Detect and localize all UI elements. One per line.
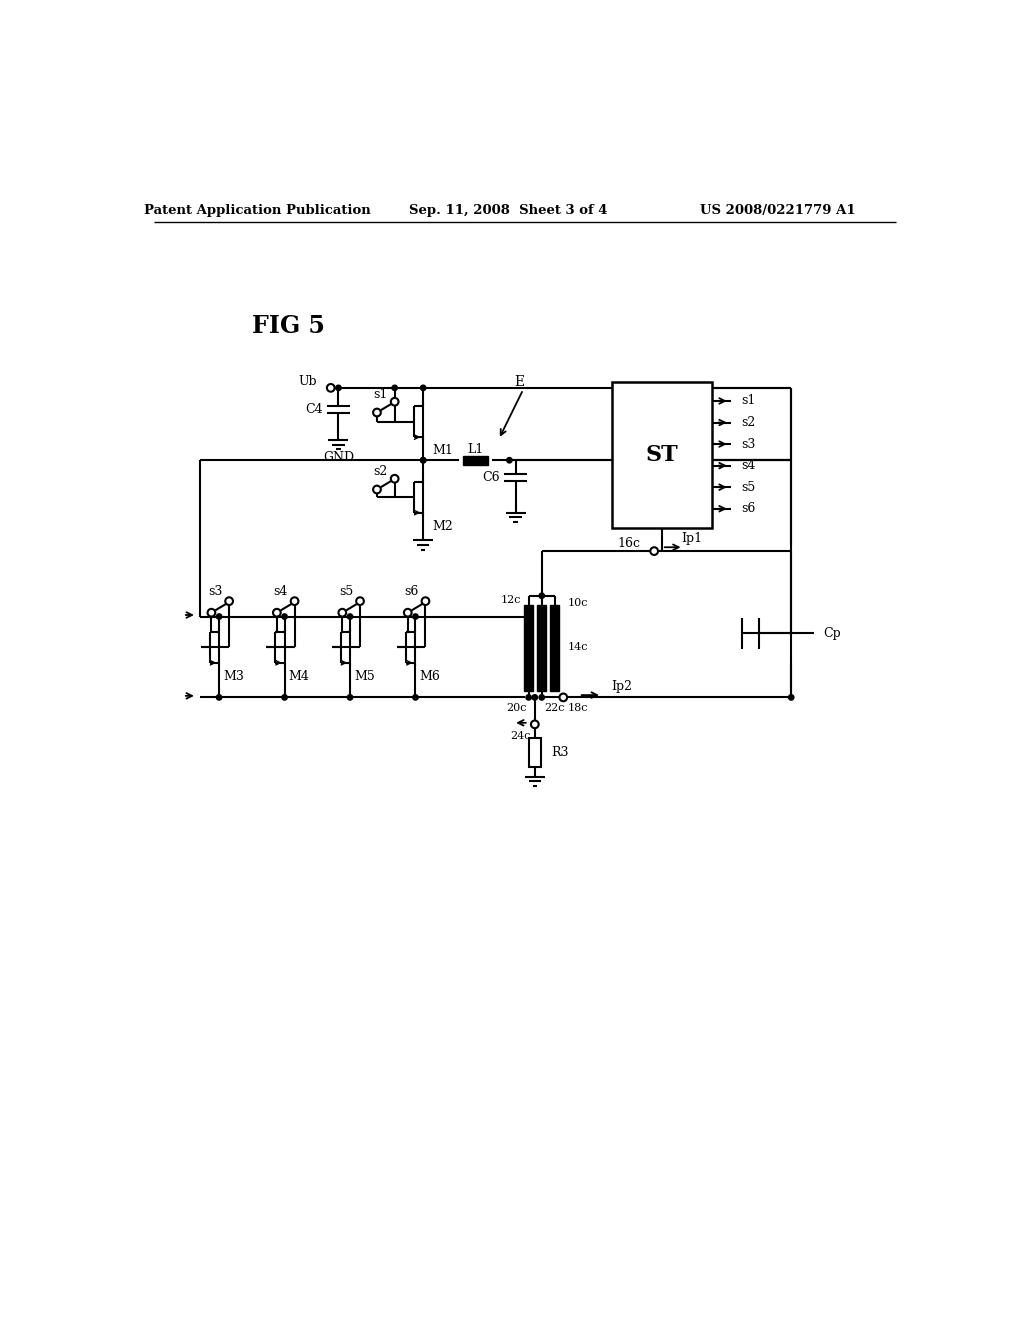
Circle shape: [327, 384, 335, 392]
Text: Cp: Cp: [823, 627, 842, 640]
Text: R3: R3: [552, 746, 569, 759]
Circle shape: [282, 614, 288, 619]
Circle shape: [421, 385, 426, 391]
Text: 20c: 20c: [506, 704, 526, 713]
Text: GND: GND: [323, 450, 354, 463]
Text: 10c: 10c: [567, 598, 588, 609]
Text: US 2008/0221779 A1: US 2008/0221779 A1: [699, 205, 855, 218]
Text: 14c: 14c: [567, 643, 588, 652]
Circle shape: [347, 614, 352, 619]
Text: 12c: 12c: [501, 595, 521, 606]
Text: C4: C4: [305, 403, 323, 416]
Text: Ub: Ub: [298, 375, 316, 388]
Text: s3: s3: [741, 437, 756, 450]
Text: 22c: 22c: [544, 704, 564, 713]
Circle shape: [391, 397, 398, 405]
Bar: [524, 605, 534, 692]
Circle shape: [291, 597, 298, 605]
Bar: [528, 738, 541, 767]
Text: 18c: 18c: [567, 704, 588, 713]
Circle shape: [650, 548, 658, 554]
Circle shape: [403, 609, 412, 616]
Circle shape: [273, 609, 281, 616]
Text: s1: s1: [374, 388, 388, 400]
Circle shape: [356, 597, 364, 605]
Text: s4: s4: [273, 585, 288, 598]
Circle shape: [208, 609, 215, 616]
Circle shape: [336, 385, 341, 391]
Circle shape: [539, 593, 545, 598]
Bar: [550, 605, 559, 692]
Text: s2: s2: [741, 416, 756, 429]
Text: 24c: 24c: [510, 731, 531, 741]
Circle shape: [531, 721, 539, 729]
Circle shape: [413, 614, 418, 619]
Text: s2: s2: [374, 465, 388, 478]
Circle shape: [225, 597, 233, 605]
Circle shape: [216, 614, 222, 619]
Text: Patent Application Publication: Patent Application Publication: [144, 205, 371, 218]
Circle shape: [413, 694, 418, 700]
Text: L1: L1: [467, 444, 483, 455]
Bar: [538, 605, 547, 692]
Text: s1: s1: [741, 395, 756, 408]
Circle shape: [559, 693, 567, 701]
Bar: [463, 455, 487, 465]
Circle shape: [339, 609, 346, 616]
Text: M6: M6: [419, 671, 440, 684]
Circle shape: [216, 694, 222, 700]
Text: s6: s6: [741, 502, 756, 515]
Circle shape: [373, 409, 381, 416]
Circle shape: [373, 486, 381, 494]
Text: Ip2: Ip2: [611, 680, 632, 693]
Text: FIG 5: FIG 5: [252, 314, 325, 338]
Text: M2: M2: [432, 520, 454, 533]
Circle shape: [507, 458, 512, 463]
Circle shape: [392, 385, 397, 391]
Text: s6: s6: [404, 585, 419, 598]
Circle shape: [526, 694, 531, 700]
Circle shape: [347, 694, 352, 700]
Circle shape: [421, 458, 426, 463]
Circle shape: [788, 694, 794, 700]
Text: Ip1: Ip1: [681, 532, 702, 545]
Circle shape: [391, 475, 398, 483]
Text: M1: M1: [432, 445, 454, 458]
Circle shape: [422, 597, 429, 605]
Text: Sep. 11, 2008  Sheet 3 of 4: Sep. 11, 2008 Sheet 3 of 4: [409, 205, 607, 218]
Circle shape: [421, 458, 426, 463]
Circle shape: [282, 694, 288, 700]
Text: M3: M3: [223, 671, 244, 684]
Text: ST: ST: [645, 444, 678, 466]
Text: s5: s5: [339, 585, 353, 598]
Text: s5: s5: [741, 480, 756, 494]
Bar: [611, 381, 712, 528]
Text: M5: M5: [354, 671, 375, 684]
Circle shape: [532, 694, 538, 700]
Text: E: E: [514, 375, 524, 388]
Text: s3: s3: [208, 585, 222, 598]
Text: C6: C6: [482, 471, 500, 483]
Text: M4: M4: [289, 671, 309, 684]
Circle shape: [539, 694, 545, 700]
Text: 16c: 16c: [617, 537, 640, 550]
Text: s4: s4: [741, 459, 756, 473]
